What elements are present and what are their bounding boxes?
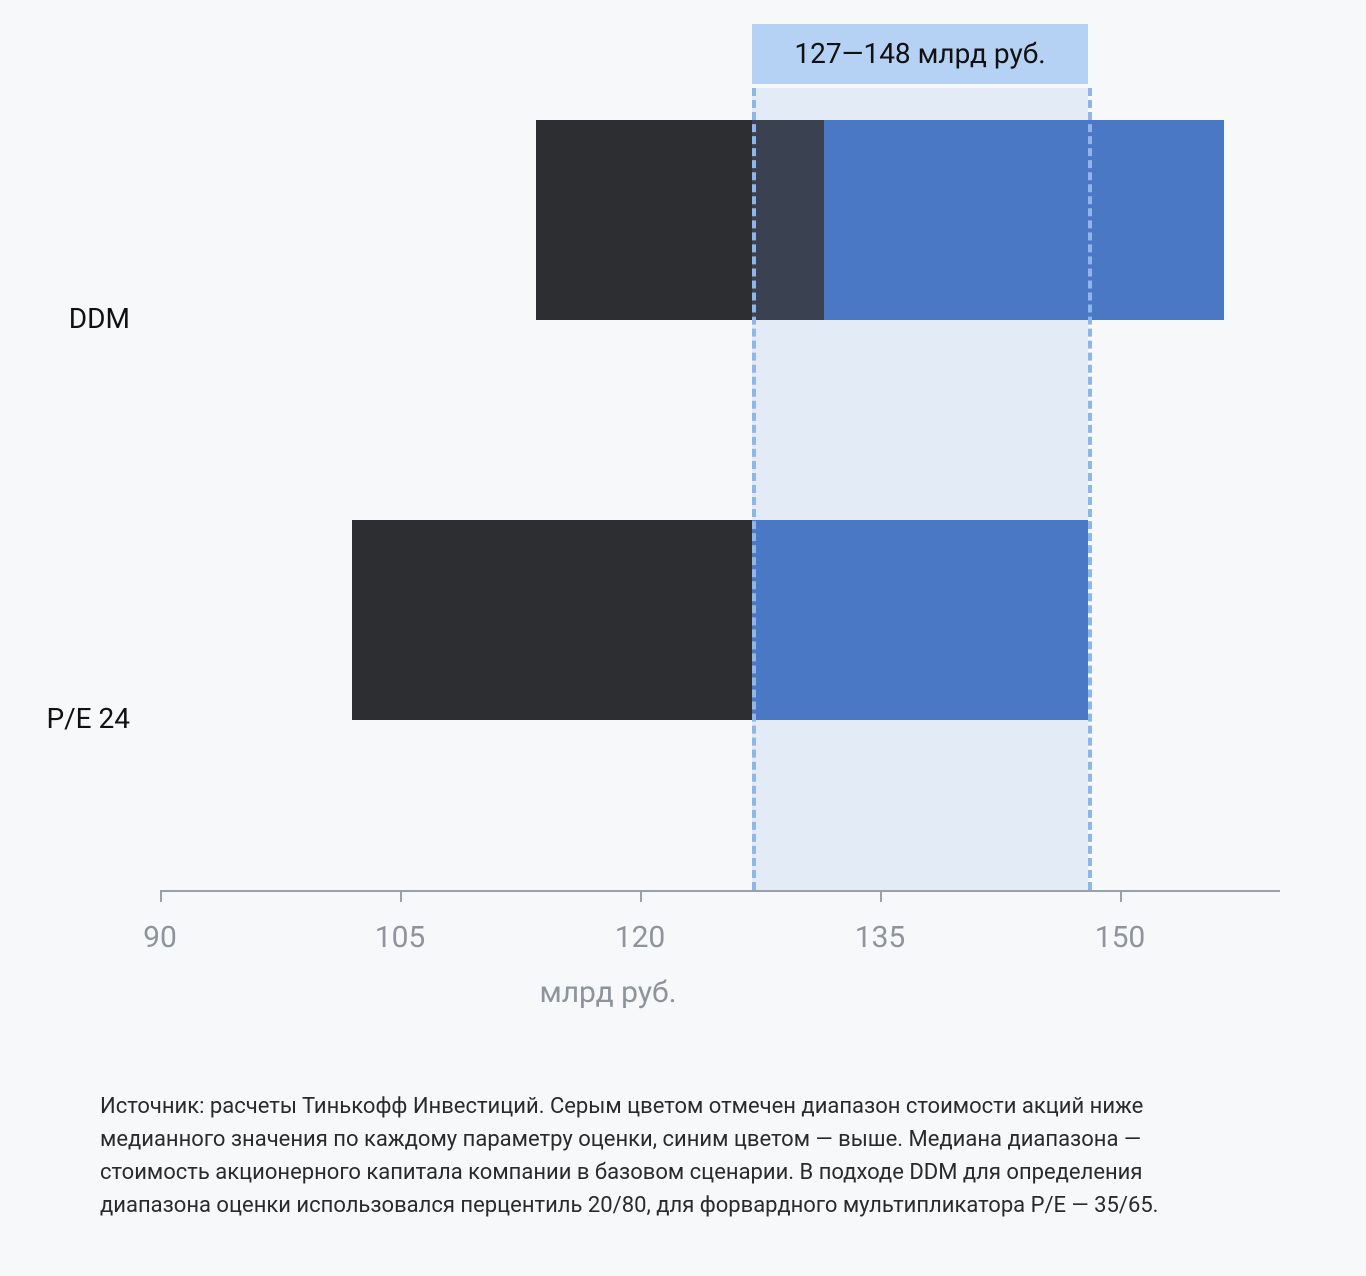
bar-segment (752, 120, 824, 320)
x-axis-tick-label: 150 (1095, 920, 1146, 955)
x-axis-tick-label: 90 (143, 920, 177, 955)
x-axis-tick-mark (400, 890, 402, 902)
highlight-band-label: 127—148 млрд руб. (752, 24, 1088, 84)
plot-area: 127—148 млрд руб.DDMP/E 2490105120135150… (160, 20, 1280, 970)
bar-row-pe24: P/E 24 (160, 520, 1280, 720)
bar-segment (824, 120, 1224, 320)
bar-segment (352, 520, 752, 720)
highlight-band-left-border (752, 88, 756, 890)
x-axis-line (160, 890, 1280, 892)
bar-row-ddm: DDM (160, 120, 1280, 320)
x-axis-tick-label: 120 (615, 920, 666, 955)
footnote-text: Источник: расчеты Тинькофф Инвестиций. С… (100, 1090, 1186, 1222)
x-axis-tick-label: 135 (855, 920, 906, 955)
x-axis-tick-mark (640, 890, 642, 902)
bar-segment (752, 520, 1088, 720)
bar-segment (536, 120, 752, 320)
x-axis-title: млрд руб. (539, 975, 676, 1010)
x-axis-tick-mark (1120, 890, 1122, 902)
x-axis-tick-mark (160, 890, 162, 902)
valuation-range-chart: 127—148 млрд руб. DDM P/E 24 90 105 120 135 150… (0, 0, 1366, 1276)
category-label-pe24: P/E 24 (46, 702, 130, 735)
x-axis-tick-label: 105 (375, 920, 426, 955)
x-axis-tick-mark (880, 890, 882, 902)
category-label-ddm: DDM (69, 302, 130, 335)
highlight-band-right-border (1088, 88, 1092, 890)
